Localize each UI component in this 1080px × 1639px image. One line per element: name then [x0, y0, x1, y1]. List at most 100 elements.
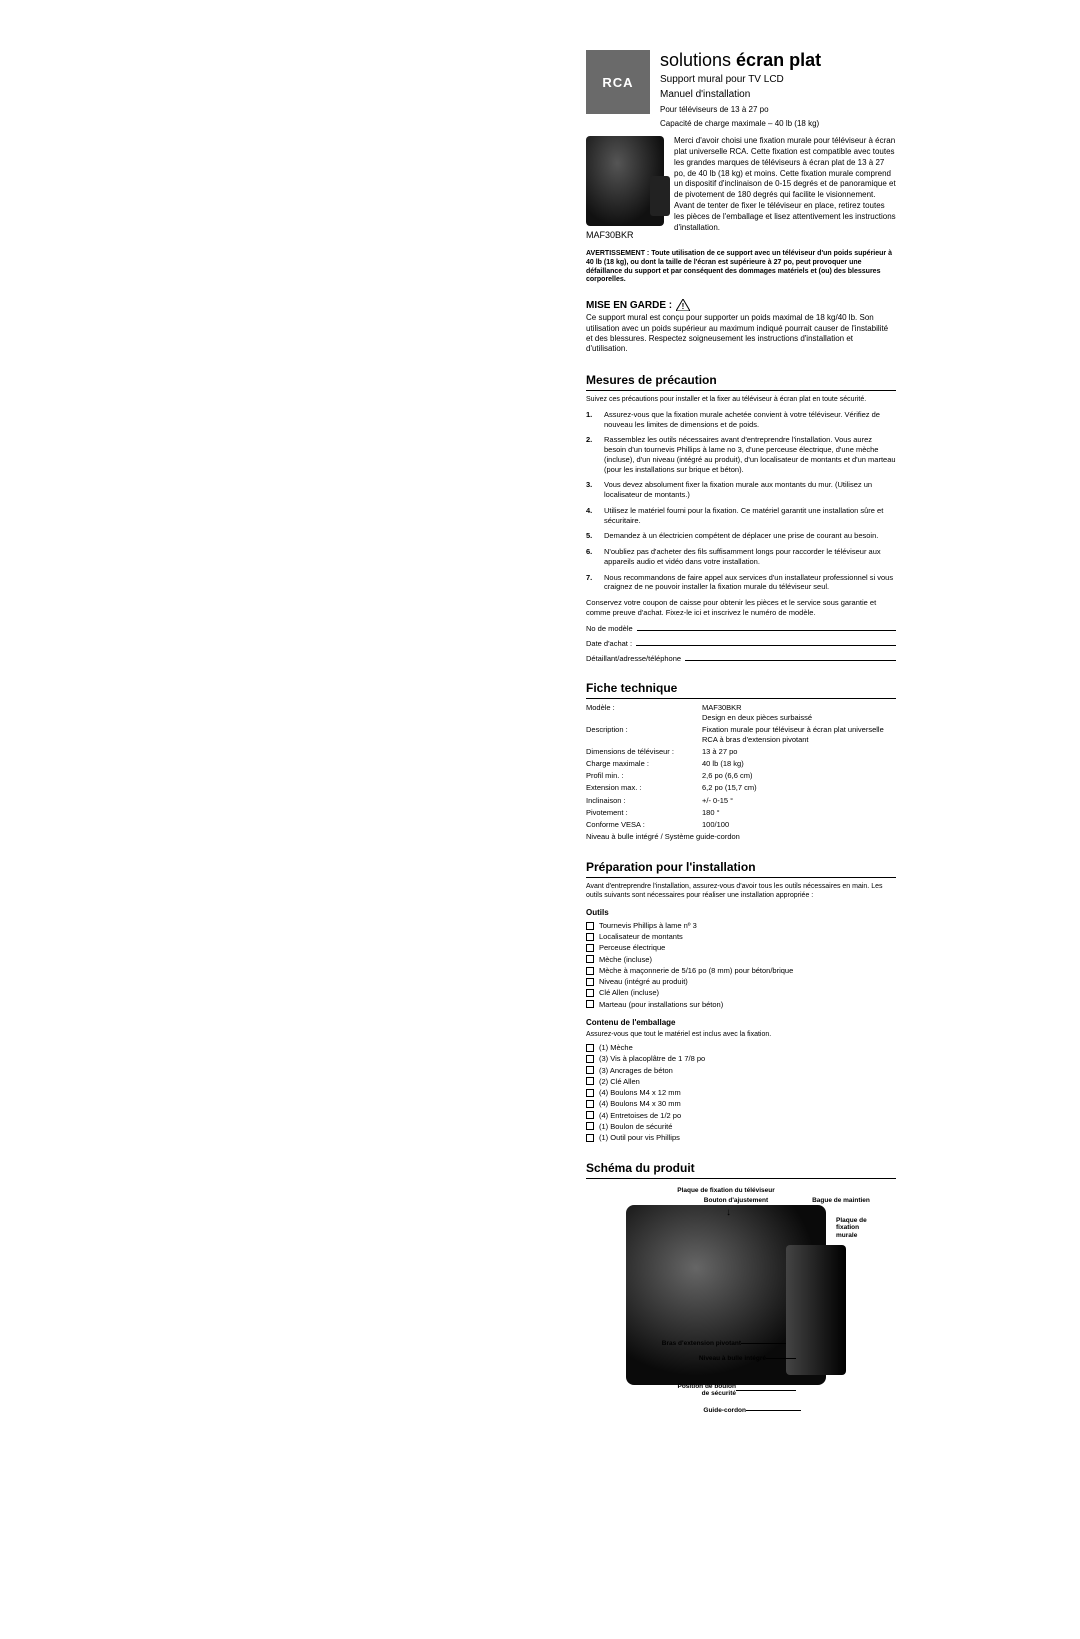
precaution-text: Assurez-vous que la fixation murale ache…	[604, 410, 896, 430]
spec-key: Pivotement :	[586, 808, 696, 818]
checklist-text: (4) Entretoises de 1/2 po	[599, 1110, 681, 1121]
precaution-text: Demandez à un électricien compétent de d…	[604, 531, 878, 541]
precaution-item: 6. N'oubliez pas d'acheter des fils suffi…	[586, 547, 896, 567]
label-knob: Bouton d'ajustement	[686, 1197, 786, 1204]
checklist-text: (3) Vis à placoplâtre de 1 7/8 po	[599, 1053, 705, 1064]
precautions-list: 1.Assurez-vous que la fixation murale ac…	[586, 410, 896, 592]
checkbox-icon	[586, 967, 594, 975]
checklist-text: (1) Mèche	[599, 1042, 633, 1053]
spec-key: Charge maximale :	[586, 759, 696, 769]
brand-logo: RCA	[586, 50, 650, 114]
label-wall: Plaque de fixation murale	[836, 1217, 896, 1238]
checkbox-icon	[586, 1055, 594, 1063]
product-diagram: Plaque de fixation du téléviseur Bouton …	[586, 1185, 896, 1435]
precautions-intro: Suivez ces précautions pour installer et…	[586, 395, 896, 404]
checklist-item: (3) Ancrages de béton	[586, 1065, 896, 1076]
checklist-item: (4) Boulons M4 x 30 mm	[586, 1098, 896, 1109]
checklist-text: Marteau (pour installations sur béton)	[599, 999, 723, 1010]
leader-line	[741, 1343, 786, 1344]
label-plate: Plaque de fixation du téléviseur	[656, 1187, 796, 1194]
checklist-text: (4) Boulons M4 x 12 mm	[599, 1087, 681, 1098]
spec-value: 40 lb (18 kg)	[702, 759, 896, 769]
product-row: MAF30BKR Merci d'avoir choisi une fixati…	[586, 136, 896, 240]
spec-key: Profil min. :	[586, 771, 696, 781]
precaution-text: N'oubliez pas d'acheter des fils suffisa…	[604, 547, 896, 567]
checkbox-icon	[586, 1066, 594, 1074]
warning-label: AVERTISSEMENT :	[586, 250, 651, 257]
spec-value: +/- 0-15 °	[702, 796, 896, 806]
checklist-text: (1) Outil pour vis Phillips	[599, 1132, 680, 1143]
label-bolt: Position de boulon de sécurité	[636, 1383, 736, 1397]
fill-rule	[636, 645, 896, 646]
leader-line	[746, 1410, 801, 1411]
spec-key: Extension max. :	[586, 783, 696, 793]
precautions-title: Mesures de précaution	[586, 373, 896, 389]
checklist-text: (4) Boulons M4 x 30 mm	[599, 1098, 681, 1109]
spec-row: Modèle :MAF30BKR Design en deux pièces s…	[586, 703, 896, 723]
spec-table: Modèle :MAF30BKR Design en deux pièces s…	[586, 703, 896, 830]
intro-text: Merci d'avoir choisi une fixation murale…	[674, 136, 896, 240]
tools-title: Outils	[586, 908, 896, 917]
spec-row: Inclinaison :+/- 0-15 °	[586, 796, 896, 806]
caution-title-text: MISE EN GARDE :	[586, 300, 672, 311]
diagram-arm-shape	[786, 1245, 846, 1375]
checkbox-icon	[586, 1000, 594, 1008]
spec-row: Profil min. :2,6 po (6,6 cm)	[586, 771, 896, 781]
checklist-item: Tournevis Phillips à lame nº 3	[586, 920, 896, 931]
precaution-item: 5.Demandez à un électricien compétent de…	[586, 531, 896, 541]
leader-line	[766, 1358, 796, 1359]
checklist-text: Perceuse électrique	[599, 942, 665, 953]
arrow-icon: ↓	[726, 1207, 731, 1218]
precaution-text: Nous recommandons de faire appel aux ser…	[604, 573, 896, 593]
precaution-number: 6.	[586, 547, 598, 567]
diagram-rule	[586, 1178, 896, 1179]
checklist-item: (1) Outil pour vis Phillips	[586, 1132, 896, 1143]
checklist-item: Mèche à maçonnerie de 5/16 po (8 mm) pou…	[586, 965, 896, 976]
checkbox-icon	[586, 989, 594, 997]
fill-rule	[685, 660, 896, 661]
checkbox-icon	[586, 1077, 594, 1085]
spec-key: Description :	[586, 725, 696, 745]
capacity-line: Capacité de charge maximale – 40 lb (18 …	[660, 119, 896, 129]
subtitle-1: Support mural pour TV LCD	[660, 73, 896, 86]
checklist-item: Clé Allen (incluse)	[586, 987, 896, 998]
label-arm: Bras d'extension pivotant	[621, 1340, 741, 1347]
precaution-text: Rassemblez les outils nécessaires avant …	[604, 435, 896, 474]
warning-block: AVERTISSEMENT : Toute utilisation de ce …	[586, 250, 896, 285]
spec-footer: Niveau à bulle intégré / Système guide-c…	[586, 832, 896, 842]
precaution-text: Utilisez le matériel fourni pour la fixa…	[604, 506, 896, 526]
checklist-text: Clé Allen (incluse)	[599, 987, 659, 998]
spec-value: 6,2 po (15,7 cm)	[702, 783, 896, 793]
checkbox-icon	[586, 1044, 594, 1052]
model-label: MAF30BKR	[586, 230, 664, 240]
contents-intro: Assurez-vous que tout le matériel est in…	[586, 1030, 896, 1039]
checkbox-icon	[586, 955, 594, 963]
spec-row: Description : Fixation murale pour télévi…	[586, 725, 896, 745]
checklist-text: Localisateur de montants	[599, 931, 683, 942]
precaution-number: 2.	[586, 435, 598, 474]
spec-rule	[586, 698, 896, 699]
checklist-item: (4) Boulons M4 x 12 mm	[586, 1087, 896, 1098]
checklist-text: (2) Clé Allen	[599, 1076, 640, 1087]
checklist-item: (1) Mèche	[586, 1042, 896, 1053]
spec-row: Pivotement :180 °	[586, 808, 896, 818]
fill-dealer-label: Détaillant/adresse/téléphone	[586, 654, 681, 663]
warning-icon: !	[676, 299, 690, 311]
caution-title: MISE EN GARDE : !	[586, 299, 896, 311]
spec-value: 100/100	[702, 820, 896, 830]
checklist-text: Niveau (intégré au produit)	[599, 976, 688, 987]
spec-row: Conforme VESA :100/100	[586, 820, 896, 830]
spec-value: Fixation murale pour téléviseur à écran …	[702, 725, 896, 745]
checklist-item: (1) Boulon de sécurité	[586, 1121, 896, 1132]
precaution-item: 3.Vous devez absolument fixer la fixatio…	[586, 480, 896, 500]
fill-date: Date d'achat :	[586, 639, 896, 648]
precaution-item: 4.Utilisez le matériel fourni pour la fi…	[586, 506, 896, 526]
title-bold: écran plat	[736, 50, 821, 70]
checklist-text: Mèche à maçonnerie de 5/16 po (8 mm) pou…	[599, 965, 793, 976]
prep-intro: Avant d'entreprendre l'installation, ass…	[586, 882, 896, 900]
fill-date-label: Date d'achat :	[586, 639, 632, 648]
precaution-text: Vous devez absolument fixer la fixation …	[604, 480, 896, 500]
fill-model: No de modèle	[586, 624, 896, 633]
checklist-item: Marteau (pour installations sur béton)	[586, 999, 896, 1010]
label-level: Niveau à bulle intégré	[646, 1355, 766, 1362]
